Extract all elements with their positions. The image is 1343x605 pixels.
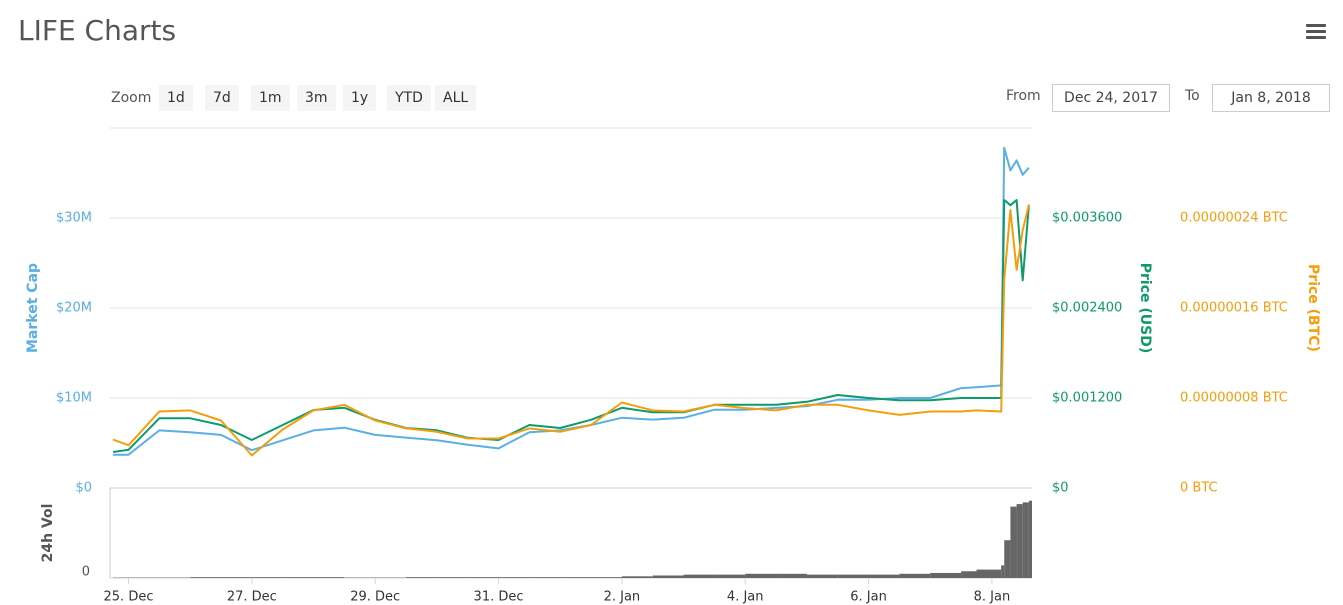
volume-bar — [714, 574, 746, 578]
volume-bar — [961, 571, 977, 578]
x-tick-label: 4. Jan — [727, 590, 764, 605]
volume-bar — [806, 574, 838, 578]
volume-bar — [436, 577, 468, 578]
zoom-label: Zoom — [111, 90, 152, 106]
volume-bar — [190, 577, 222, 578]
zoom-button[interactable]: 1d — [159, 85, 193, 111]
volume-bar — [1001, 565, 1005, 578]
series-line — [112, 199, 1030, 453]
y-tick-label: 0.00000024 BTC — [1180, 211, 1288, 226]
page-title: LIFE Charts — [18, 14, 177, 47]
y-tick-label: $30M — [56, 211, 92, 226]
volume-bar — [467, 577, 499, 578]
x-tick-label: 29. Dec — [350, 590, 400, 605]
zoom-button[interactable]: 1m — [251, 85, 290, 111]
axis-title: 24h Vol — [40, 504, 56, 563]
menu-button[interactable] — [1306, 24, 1326, 42]
x-tick-label: 27. Dec — [227, 590, 277, 605]
y-tick-label: $10M — [56, 391, 92, 406]
y-tick-label: $0.003600 — [1052, 211, 1122, 226]
from-label: From — [1006, 88, 1041, 104]
volume-bar — [1010, 506, 1017, 578]
axis-title: Market Cap — [25, 263, 41, 353]
volume-bar — [899, 573, 931, 578]
y-tick-label: 0 — [82, 565, 90, 580]
to-date-input[interactable]: Jan 8, 2018 — [1212, 84, 1330, 112]
zoom-button[interactable]: 3m — [297, 85, 336, 111]
volume-bar — [221, 577, 252, 578]
axis-title: Price (USD) — [1137, 263, 1153, 354]
volume-bar — [776, 573, 807, 578]
volume-bar — [1016, 504, 1023, 578]
x-tick-label: 2. Jan — [604, 590, 641, 605]
volume-bar — [683, 574, 715, 578]
volume-bar — [1022, 502, 1029, 578]
x-tick-label: 8. Jan — [974, 590, 1011, 605]
volume-bar — [313, 577, 345, 578]
zoom-button[interactable]: 7d — [205, 85, 239, 111]
series-line — [113, 146, 1030, 456]
y-tick-label: $0.001200 — [1052, 391, 1122, 406]
volume-bar — [837, 574, 869, 578]
volume-bar — [1028, 500, 1032, 578]
volume-bar — [282, 577, 314, 578]
to-label: To — [1185, 88, 1200, 104]
volume-bar — [621, 576, 653, 578]
x-tick-label: 6. Jan — [850, 590, 887, 605]
volume-bar — [560, 577, 592, 578]
y-tick-label: $0 — [1052, 481, 1069, 496]
x-tick-label: 31. Dec — [474, 590, 524, 605]
zoom-button[interactable]: 1y — [343, 85, 377, 111]
x-tick-label: 25. Dec — [104, 590, 154, 605]
y-tick-label: $20M — [56, 301, 92, 316]
from-date-input[interactable]: Dec 24, 2017 — [1052, 84, 1170, 112]
series-line — [112, 204, 1030, 457]
volume-bar — [251, 577, 283, 578]
volume-bar — [745, 573, 777, 578]
y-tick-label: 0.00000016 BTC — [1180, 301, 1288, 316]
volume-bar — [868, 574, 900, 578]
volume-bar — [976, 569, 1002, 578]
y-tick-label: $0.002400 — [1052, 301, 1122, 316]
volume-bar — [406, 577, 437, 578]
volume-bar — [652, 575, 684, 578]
volume-bar — [930, 572, 962, 578]
volume-bar — [498, 577, 530, 578]
zoom-button[interactable]: ALL — [435, 85, 477, 111]
volume-bar — [1004, 540, 1011, 578]
zoom-button[interactable]: YTD — [387, 85, 431, 111]
y-tick-label: 0 BTC — [1180, 481, 1218, 496]
y-tick-label: $0 — [75, 481, 92, 496]
y-tick-label: 0.00000008 BTC — [1180, 391, 1288, 406]
axis-title: Price (BTC) — [1305, 264, 1321, 352]
volume-bar — [529, 577, 561, 578]
volume-bar — [591, 577, 622, 578]
